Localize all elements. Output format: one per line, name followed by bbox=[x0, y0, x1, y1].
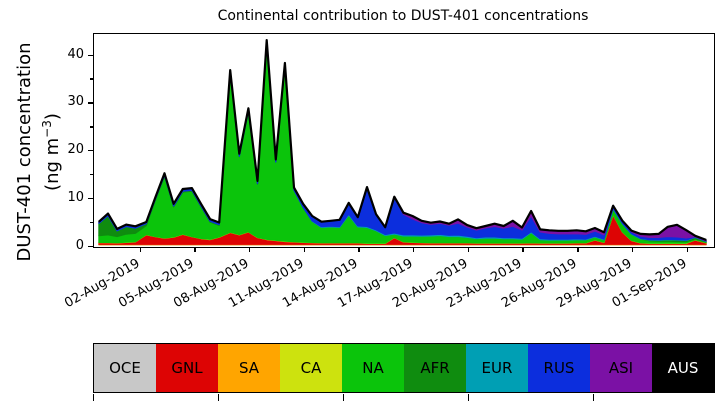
legend-tick bbox=[343, 393, 345, 401]
legend-label: RUS bbox=[543, 359, 575, 377]
chart-title: Continental contribution to DUST-401 con… bbox=[217, 8, 589, 24]
legend-label: EUR bbox=[481, 359, 513, 377]
x-major-tick bbox=[522, 246, 524, 252]
y-tick-label: 20 bbox=[67, 142, 84, 157]
legend-label: GNL bbox=[171, 359, 203, 377]
x-major-tick bbox=[631, 246, 634, 252]
legend-bar: OCE GNL SA CA NA AFR EUR RUS ASI AUS bbox=[93, 343, 715, 393]
x-major-tick bbox=[358, 246, 360, 252]
stack-top-line bbox=[98, 39, 707, 241]
x-major-tick bbox=[194, 246, 196, 252]
x-major-tick bbox=[303, 246, 305, 252]
legend-item-rus: RUS bbox=[528, 344, 590, 392]
legend-item-na: NA bbox=[342, 344, 404, 392]
plot-area bbox=[93, 33, 715, 248]
y-major-tick bbox=[88, 197, 93, 200]
y-major-tick bbox=[88, 245, 93, 247]
legend-label: NA bbox=[362, 359, 384, 377]
legend-item-sa: SA bbox=[218, 344, 280, 392]
legend-label: ASI bbox=[608, 359, 634, 377]
x-major-tick bbox=[577, 246, 579, 252]
legend-label: SA bbox=[238, 359, 260, 377]
x-major-tick bbox=[248, 246, 251, 252]
legend-tick bbox=[93, 393, 95, 401]
x-major-tick bbox=[139, 246, 141, 252]
legend-tick bbox=[593, 393, 595, 401]
legend-tick bbox=[218, 393, 220, 401]
y-minor-tick bbox=[90, 173, 93, 176]
legend-item-ca: CA bbox=[280, 344, 342, 392]
legend-item-gnl: GNL bbox=[156, 344, 218, 392]
y-major-tick bbox=[88, 102, 93, 104]
x-major-tick bbox=[413, 246, 415, 252]
x-major-tick bbox=[686, 246, 688, 252]
legend-label: OCE bbox=[109, 359, 141, 377]
y-tick-label: 0 bbox=[75, 237, 84, 253]
x-major-tick bbox=[467, 246, 470, 252]
stacked-area-chart bbox=[98, 39, 707, 246]
y-tick-label: 30 bbox=[67, 94, 84, 110]
legend-item-asi: ASI bbox=[590, 344, 652, 392]
y-tick-label: 40 bbox=[67, 46, 84, 62]
legend-item-aus: AUS bbox=[652, 344, 714, 392]
legend-label: AFR bbox=[420, 359, 450, 377]
y-minor-tick bbox=[90, 126, 93, 128]
legend-item-eur: EUR bbox=[466, 344, 528, 392]
y-tick-label: 10 bbox=[67, 189, 84, 205]
legend-label: AUS bbox=[667, 359, 699, 377]
y-major-tick bbox=[88, 150, 93, 152]
y-minor-tick bbox=[90, 221, 93, 224]
legend-label: CA bbox=[300, 359, 322, 377]
legend-item-afr: AFR bbox=[404, 344, 466, 392]
legend-tick bbox=[468, 393, 470, 401]
y-major-tick bbox=[88, 54, 93, 56]
y-minor-tick bbox=[90, 78, 93, 80]
y-axis-label-line1: DUST-401 concentration bbox=[14, 42, 35, 262]
legend-item-oce: OCE bbox=[94, 344, 156, 392]
